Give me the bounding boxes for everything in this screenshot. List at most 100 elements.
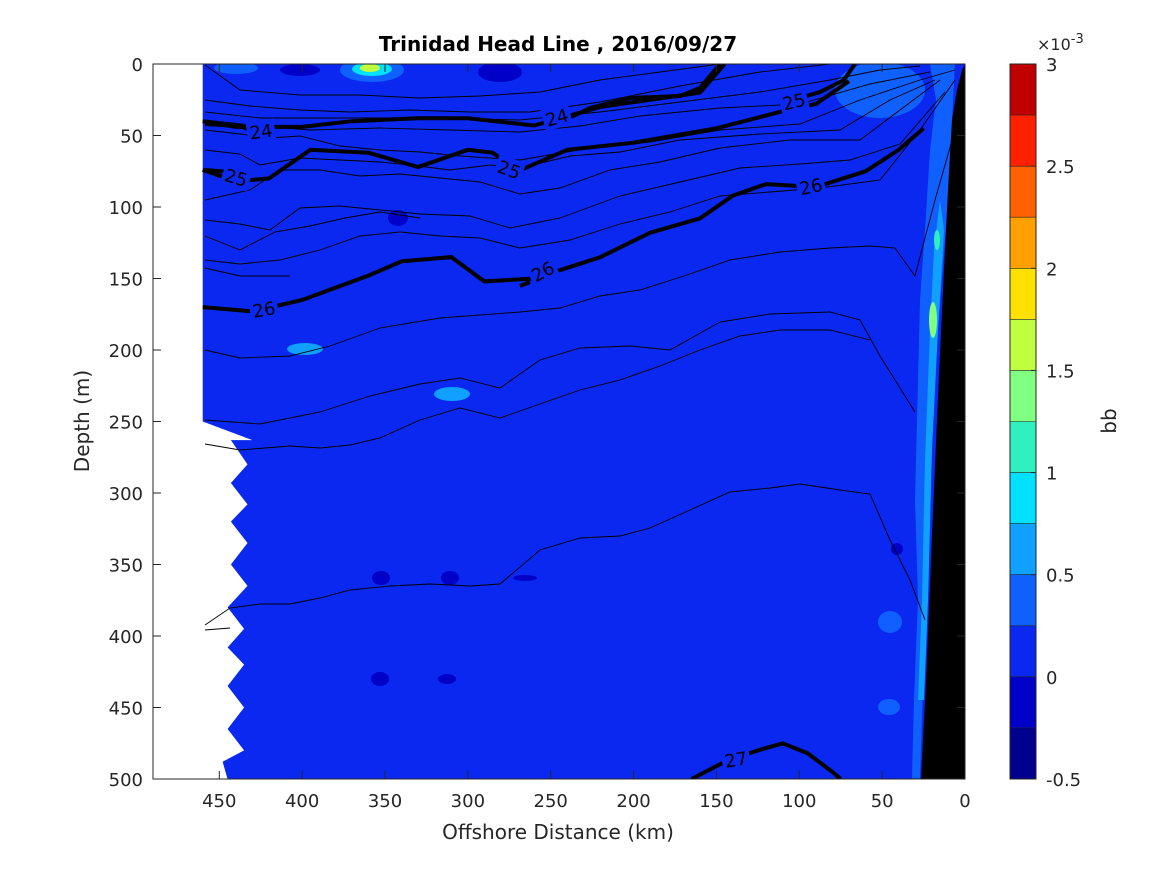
colorbar-band bbox=[1010, 421, 1036, 473]
deep-patch bbox=[372, 571, 390, 585]
contour-label: 26 bbox=[798, 175, 825, 200]
y-tick-label: 200 bbox=[109, 341, 143, 362]
x-tick-label: 350 bbox=[368, 791, 402, 812]
chart-title: Trinidad Head Line , 2016/09/27 bbox=[379, 32, 737, 56]
y-tick-label: 400 bbox=[109, 627, 143, 648]
deep-patch bbox=[878, 699, 900, 715]
y-tick-label: 150 bbox=[109, 270, 143, 291]
contour-line-segment bbox=[519, 280, 531, 288]
deep-patch bbox=[287, 343, 323, 355]
contour-label: 24 bbox=[248, 121, 274, 145]
x-tick-label: 400 bbox=[285, 791, 319, 812]
contour-label: 27 bbox=[723, 748, 749, 773]
x-tick-label: 450 bbox=[202, 791, 236, 812]
data-field-region bbox=[202, 64, 965, 779]
thin-contour-lines bbox=[204, 64, 956, 631]
contour-label-bg bbox=[219, 162, 253, 192]
y-tick-label: 450 bbox=[109, 699, 143, 720]
colorbar-band bbox=[1010, 217, 1036, 269]
deep-patch bbox=[441, 571, 459, 585]
surface-patch bbox=[214, 64, 258, 74]
deep-patch bbox=[371, 672, 389, 686]
x-tick-label: 0 bbox=[959, 791, 970, 812]
colorbar-tick-label: 0 bbox=[1046, 668, 1057, 689]
seafloor-topography bbox=[921, 64, 965, 779]
surface-patch bbox=[280, 64, 320, 76]
contour-label-bg bbox=[525, 254, 561, 288]
thin-contour-line bbox=[204, 329, 871, 451]
x-tick-label: 300 bbox=[451, 791, 485, 812]
deep-patch bbox=[891, 543, 903, 555]
colorbar-band bbox=[1010, 727, 1036, 779]
thin-contour-line bbox=[204, 69, 956, 161]
contour-label-bg bbox=[492, 153, 527, 185]
contour-label-bg bbox=[777, 86, 811, 116]
thin-contour-line bbox=[204, 79, 941, 201]
y-tick-label: 350 bbox=[109, 556, 143, 577]
surface-patch bbox=[360, 64, 380, 72]
contour-label: 26 bbox=[251, 298, 277, 323]
thin-contour-line bbox=[204, 129, 956, 359]
contour-label-bg bbox=[540, 102, 574, 132]
y-tick-label: 100 bbox=[109, 198, 143, 219]
thin-contour-line bbox=[204, 64, 721, 99]
thin-contour-line bbox=[204, 627, 231, 631]
deep-patch bbox=[438, 674, 456, 684]
thin-contour-line bbox=[204, 79, 956, 265]
colorbar-tick-label: 3 bbox=[1046, 55, 1057, 76]
contour-label-bg bbox=[794, 172, 827, 200]
deep-patch bbox=[878, 611, 902, 633]
nearshore-band-inner bbox=[918, 200, 944, 700]
thin-contour-line bbox=[204, 79, 936, 171]
colorbar-label: bb bbox=[1097, 408, 1121, 433]
colorbar-band bbox=[1010, 166, 1036, 218]
colorbar-frame bbox=[1009, 63, 1037, 780]
colorbar-tick-label: 2.5 bbox=[1046, 157, 1075, 178]
x-tick-label: 200 bbox=[616, 791, 650, 812]
colorbar-band bbox=[1010, 574, 1036, 626]
colorbar-band bbox=[1010, 472, 1036, 524]
thin-contour-line bbox=[204, 91, 946, 231]
colorbar-band bbox=[1010, 319, 1036, 371]
colorbar-tick-label: 2 bbox=[1046, 259, 1057, 280]
y-tick-label: 50 bbox=[120, 127, 143, 148]
contour-label-bg bbox=[720, 745, 752, 773]
colorbar-band bbox=[1010, 64, 1036, 116]
x-tick-label: 100 bbox=[782, 791, 816, 812]
thin-contour-line bbox=[204, 267, 290, 277]
colorbar-tick-label: 1.5 bbox=[1046, 361, 1075, 382]
nearshore-peak bbox=[934, 230, 940, 250]
y-tick-label: 300 bbox=[109, 484, 143, 505]
contour-label-bg bbox=[245, 118, 277, 144]
x-tick-label: 150 bbox=[699, 791, 733, 812]
colorbar-band bbox=[1010, 676, 1036, 728]
nearshore-peak bbox=[929, 302, 937, 338]
colorbar-exponent-power: -3 bbox=[1071, 32, 1084, 47]
colorbar-tick-label: 0.5 bbox=[1046, 566, 1075, 587]
colorbar-band bbox=[1010, 625, 1036, 677]
thin-contour-line bbox=[204, 311, 916, 425]
deep-patch bbox=[513, 575, 537, 581]
y-axis-ticks: 0 50 100 150 200 250 300 350 400 450 500 bbox=[109, 55, 965, 791]
y-tick-label: 250 bbox=[109, 413, 143, 434]
colorbar bbox=[1010, 64, 1036, 779]
x-tick-label: 50 bbox=[871, 791, 894, 812]
surface-patch bbox=[478, 64, 522, 82]
colorbar-tick-label: -0.5 bbox=[1046, 770, 1081, 791]
x-tick-label: 250 bbox=[534, 791, 568, 812]
x-axis-ticks: 450 400 350 300 250 200 150 100 50 0 bbox=[202, 64, 971, 812]
colorbar-band bbox=[1010, 370, 1036, 422]
colorbar-exponent: ×10-3 bbox=[1037, 32, 1084, 54]
thin-contour-line bbox=[204, 211, 421, 251]
contour-line-25 bbox=[202, 79, 851, 184]
colorbar-band bbox=[1010, 268, 1036, 320]
y-tick-label: 500 bbox=[109, 770, 143, 791]
colorbar-band bbox=[1010, 523, 1036, 575]
contour-line-segment bbox=[564, 64, 722, 122]
contour-label-bg bbox=[248, 295, 280, 323]
contour-line-26 bbox=[202, 126, 925, 314]
y-tick-label: 0 bbox=[132, 55, 143, 76]
thin-contour-line bbox=[204, 483, 926, 626]
colorbar-tick-label: 1 bbox=[1046, 464, 1057, 485]
colorbar-ticks: 3 2.5 2 1.5 1 0.5 0 -0.5 bbox=[1031, 55, 1081, 791]
